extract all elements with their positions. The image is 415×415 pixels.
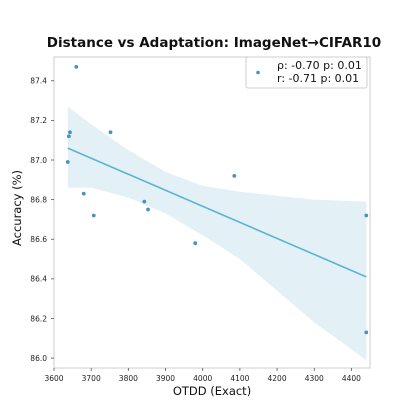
x-tick-label-4000: 4000 xyxy=(193,374,212,383)
legend-line-pearson: r: -0.71 p: 0.01 xyxy=(277,72,359,85)
x-tick-label-3800: 3800 xyxy=(119,374,138,383)
x-tick-label-4300: 4300 xyxy=(305,374,324,383)
legend-marker xyxy=(256,70,260,75)
x-tick-label-3700: 3700 xyxy=(82,374,101,383)
data-points xyxy=(65,65,369,335)
y-tick-label-86.0: 86.0 xyxy=(30,354,47,363)
data-point-9 xyxy=(146,207,150,212)
x-tick-label-3600: 3600 xyxy=(44,374,63,383)
y-tick-label-87.0: 87.0 xyxy=(30,156,47,165)
data-point-11 xyxy=(232,173,237,178)
y-tick-label-86.2: 86.2 xyxy=(30,314,47,323)
y-axis-ticks: 86.0 86.2 86.4 86.6 86.8 87.0 87.2 87.4 xyxy=(30,77,54,363)
data-point-2 xyxy=(66,134,71,139)
data-point-4 xyxy=(74,65,79,69)
data-point-1 xyxy=(65,160,70,164)
y-axis-label: Accuracy (%) xyxy=(10,170,24,246)
data-point-8 xyxy=(142,199,147,204)
y-tick-label-86.4: 86.4 xyxy=(30,275,47,284)
legend-line-spearman: ρ: -0.70 p: 0.01 xyxy=(277,59,362,72)
plot-frame xyxy=(53,56,371,369)
y-tick-label-86.6: 86.6 xyxy=(30,235,47,244)
data-point-3 xyxy=(68,130,72,135)
y-tick-label-87.2: 87.2 xyxy=(30,116,47,125)
y-tick-label-87.4: 87.4 xyxy=(30,77,47,86)
x-axis-ticks: 3600 3700 3800 3900 4000 4100 4200 4300 4400 xyxy=(44,368,361,383)
x-tick-label-3900: 3900 xyxy=(156,374,175,383)
x-tick-label-4200: 4200 xyxy=(268,374,287,383)
x-tick-label-4100: 4100 xyxy=(230,374,249,383)
chart-title: Distance vs Adaptation: ImageNet→CIFAR10 xyxy=(47,35,381,51)
legend: ρ: -0.70 p: 0.01 r: -0.71 p: 0.01 xyxy=(245,56,368,89)
data-point-5 xyxy=(81,191,86,196)
x-tick-label-4400: 4400 xyxy=(342,374,361,383)
legend-frame xyxy=(245,56,368,89)
x-axis-label: OTDD (Exact) xyxy=(173,384,251,398)
data-point-13 xyxy=(364,330,369,335)
data-point-10 xyxy=(193,241,198,246)
confidence-band xyxy=(67,106,367,361)
data-point-12 xyxy=(364,213,369,218)
y-tick-label-86.8: 86.8 xyxy=(30,195,47,204)
data-point-7 xyxy=(108,130,113,135)
regression-line xyxy=(67,147,367,278)
data-point-6 xyxy=(91,213,96,218)
